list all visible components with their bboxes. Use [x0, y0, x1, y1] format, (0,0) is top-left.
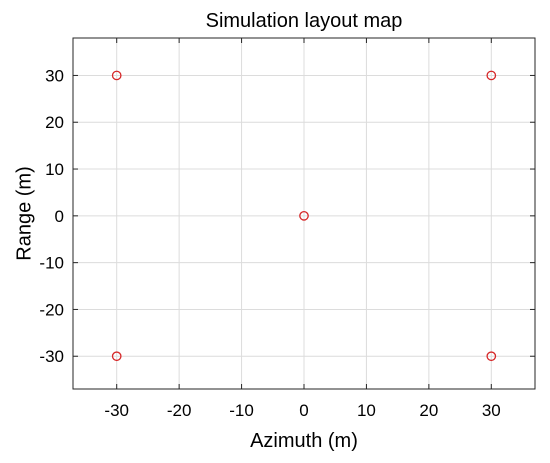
x-tick-label: -30: [104, 401, 129, 420]
y-tick-label: 20: [45, 113, 64, 132]
data-point: [299, 210, 309, 221]
y-tick-label: -20: [39, 300, 64, 319]
x-tick-label: 20: [419, 401, 438, 420]
data-point: [111, 70, 122, 81]
x-tick-label: 30: [482, 401, 501, 420]
y-tick-label: -10: [39, 254, 64, 273]
x-tick-label: 0: [299, 401, 308, 420]
grid: [73, 38, 535, 389]
x-axis-label: Azimuth (m): [250, 430, 358, 452]
data-point: [486, 70, 497, 81]
data-point: [486, 351, 497, 362]
x-tick-label: 10: [357, 401, 376, 420]
y-tick-label: -30: [39, 347, 64, 366]
x-tick-label: -20: [167, 401, 192, 420]
chart-title: Simulation layout map: [206, 10, 403, 32]
data-points: [111, 70, 497, 362]
y-tick-label: 0: [55, 207, 64, 226]
y-tick-label: 30: [45, 66, 64, 85]
y-tick-label: 10: [45, 160, 64, 179]
axis-ticks: -30 -20 -10 0 10 20 30 -30 -20 -10 0 10 20 30: [39, 38, 535, 420]
x-tick-label: -10: [229, 401, 254, 420]
data-point: [111, 351, 122, 362]
y-axis-label: Range (m): [13, 166, 35, 260]
